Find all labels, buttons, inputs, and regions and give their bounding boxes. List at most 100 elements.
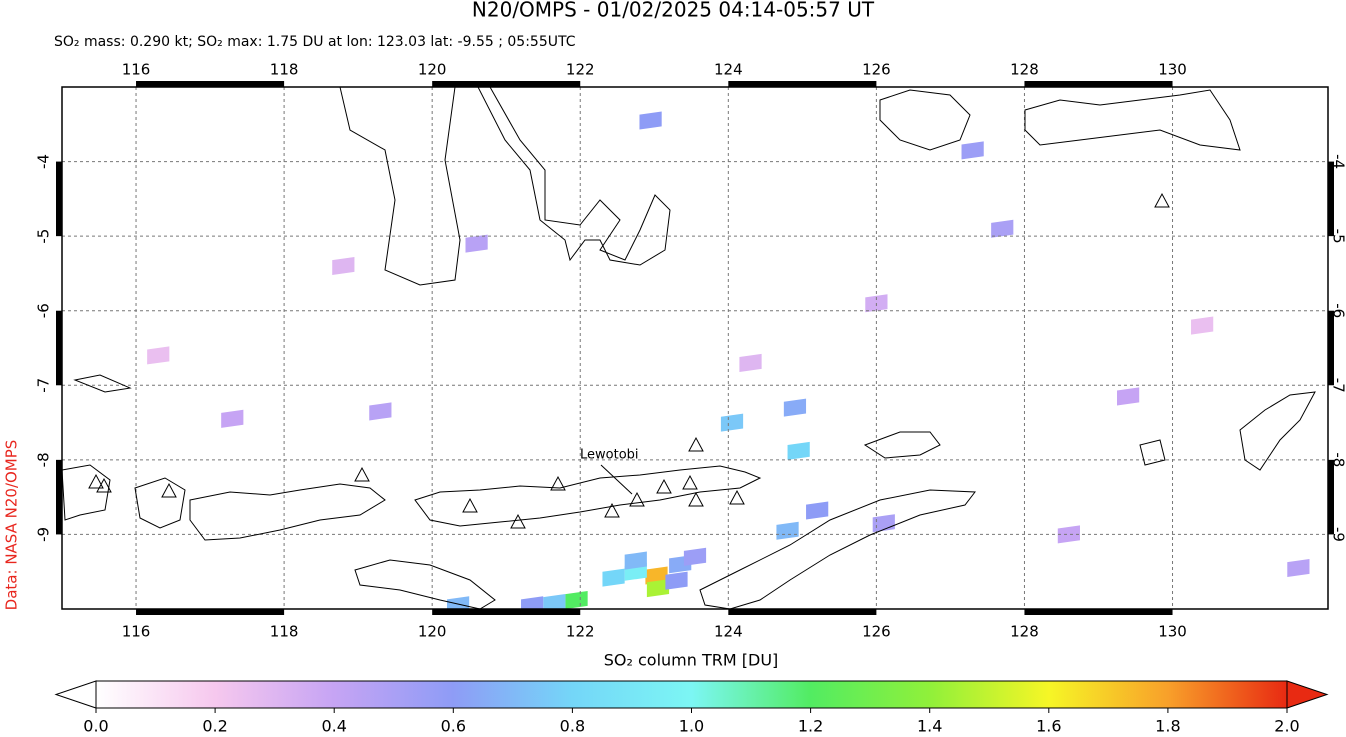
frame-bars — [56, 81, 1334, 615]
lon-tick-label-bottom: 116 — [122, 623, 151, 641]
colorbar: SO₂ column TRM [DU] 0.0 0.2 0.4 0.6 0.8 1.0 1.… — [54, 651, 1329, 736]
coast-sumba — [354, 559, 496, 609]
grid — [62, 87, 1328, 609]
volcano-pointer — [600, 464, 633, 495]
so2-pixel — [783, 398, 807, 417]
frame-bar — [136, 609, 285, 615]
so2-pixel — [961, 141, 984, 160]
lat-tick-label-right: -4 — [1330, 154, 1346, 169]
lon-tick-label-bottom: 128 — [1010, 623, 1039, 641]
volcano-marker — [510, 513, 526, 529]
lon-tick-label-bottom: 124 — [714, 623, 743, 641]
coast-sulawesi — [339, 87, 461, 286]
lat-tick-label-left: -5 — [35, 229, 53, 244]
colorbar-tick-label: 0.6 — [441, 717, 466, 736]
colorbar-over — [1286, 680, 1329, 709]
lat-tick-label-left: -7 — [35, 378, 53, 393]
coast-lombok — [134, 477, 186, 529]
volcano-marker — [161, 482, 177, 498]
so2-pixel — [521, 596, 544, 609]
axis-labels: 116 116 118 118 120 120 122 122 124 124 126 126 128 1… — [35, 61, 1346, 641]
volcano-marker — [88, 473, 104, 489]
frame-bar — [728, 81, 877, 87]
lat-tick-label-left: -4 — [35, 154, 53, 169]
frame-bar — [1328, 161, 1334, 237]
so2-pixel — [221, 409, 244, 428]
lat-tick-label-left: -8 — [35, 452, 53, 467]
so2-pixel — [446, 596, 470, 609]
colorbar-tick-label: 1.2 — [798, 717, 823, 736]
so2-pixel — [806, 501, 829, 520]
colorbar-tick-label: 1.8 — [1155, 717, 1180, 736]
volcano-marker — [462, 497, 478, 513]
colorbar-tick-label: 1.6 — [1036, 717, 1061, 736]
so2-pixel — [646, 579, 670, 598]
so2-pixel — [776, 521, 799, 540]
colorbar-tick-label: 0.4 — [321, 717, 346, 736]
volcano-marker — [354, 466, 370, 482]
frame-bar — [1024, 81, 1173, 87]
lat-tick-label-left: -9 — [35, 527, 53, 542]
coast-sulawesi-se — [477, 87, 671, 266]
lon-tick-label-top: 128 — [1010, 61, 1039, 79]
colorbar-tick-label: 2.0 — [1274, 717, 1299, 736]
colorbar-tick-label: 0.8 — [560, 717, 585, 736]
volcano-marker — [629, 491, 645, 507]
volcano-marker — [96, 477, 112, 493]
so2-pixel — [543, 594, 566, 609]
data-credit: Data: NASA N20/OMPS — [3, 440, 21, 611]
frame-bar — [1328, 310, 1334, 386]
so2-pixel — [369, 402, 392, 421]
volcano-marker — [656, 478, 672, 494]
subtitle: SO₂ mass: 0.290 kt; SO₂ max: 1.75 DU at … — [54, 34, 576, 50]
lon-tick-label-top: 126 — [862, 61, 891, 79]
coast-lombok-small — [73, 374, 132, 393]
coast-seram — [1024, 89, 1241, 151]
frame-bar — [1328, 459, 1334, 535]
colorbar-tick-label: 1.4 — [917, 717, 942, 736]
frame-bar — [432, 81, 581, 87]
so2-pixel — [465, 234, 488, 253]
frame-bar — [432, 609, 581, 615]
coast-bali — [62, 464, 111, 521]
volcano-label: Lewotobi — [580, 448, 639, 463]
so2-pixel — [665, 571, 688, 590]
lon-tick-label-top: 120 — [418, 61, 447, 79]
colorbar-tick-label: 1.0 — [679, 717, 704, 736]
lat-tick-label-left: -6 — [35, 303, 53, 318]
frame-bar — [136, 81, 285, 87]
coast-wetar — [863, 431, 941, 459]
so2-pixel — [787, 441, 810, 460]
lon-tick-label-bottom: 118 — [270, 623, 299, 641]
frame-bar — [56, 459, 62, 535]
lat-tick-label-right: -9 — [1330, 527, 1346, 542]
so2-pixel — [739, 353, 762, 372]
coast-babar — [1139, 439, 1166, 466]
lon-tick-label-top: 124 — [714, 61, 743, 79]
lon-tick-label-bottom: 120 — [418, 623, 447, 641]
lat-tick-label-right: -7 — [1330, 378, 1346, 393]
so2-pixel — [1117, 387, 1140, 406]
volcano-marker — [550, 475, 566, 491]
coast-sumbawa — [189, 483, 386, 541]
colorbar-under — [54, 680, 97, 709]
so2-pixel — [683, 547, 707, 566]
lon-tick-label-top: 118 — [270, 61, 299, 79]
so2-pixel — [1191, 316, 1214, 335]
coastlines — [62, 87, 1316, 609]
volcano-marker — [604, 502, 620, 518]
lat-tick-label-right: -5 — [1330, 229, 1346, 244]
volcano-marker — [688, 436, 704, 452]
lon-tick-label-top: 116 — [122, 61, 151, 79]
frame-bar — [728, 609, 877, 615]
coast-buru — [879, 89, 971, 151]
frame-bar — [56, 161, 62, 237]
lon-tick-label-bottom: 130 — [1158, 623, 1187, 641]
coast-flores — [414, 465, 762, 527]
colorbar-tick-label: 0.0 — [83, 717, 108, 736]
so2-pixel — [639, 111, 662, 130]
title: N20/OMPS - 01/02/2025 04:14-05:57 UT — [472, 0, 875, 22]
frame-bar — [56, 310, 62, 386]
so2-pixel — [624, 551, 647, 570]
